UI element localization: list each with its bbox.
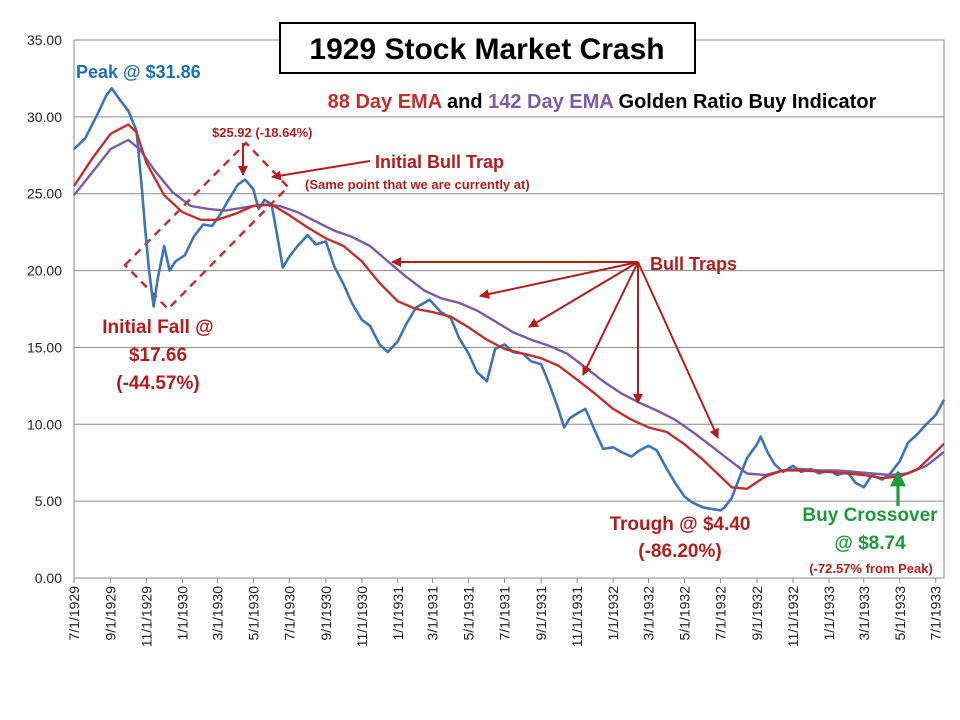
x-tick-label: 1/1/1932	[605, 586, 621, 641]
x-axis-ticks: 7/1/1929 9/1/1929 11/1/1929 1/1/1930 3/1/193…	[66, 578, 944, 647]
subtitle-ema88: 88 Day EMA	[328, 91, 442, 113]
annotation-initial-fall-value: $17.66	[129, 345, 187, 366]
x-tick-label: 7/1/1933	[928, 586, 944, 641]
x-tick-label: 1/1/1933	[821, 586, 837, 641]
annotation-initial-bull-trap: Initial Bull Trap	[375, 152, 504, 172]
subtitle-and: and	[441, 91, 488, 113]
series-line-ema142	[73, 138, 945, 477]
title-box	[279, 22, 696, 74]
subtitle-rest: Golden Ratio Buy Indicator	[613, 91, 877, 113]
annotation-shapes	[123, 141, 290, 311]
annotation-trough: Trough @ $4.40	[609, 514, 750, 535]
x-tick-label: 3/1/1932	[640, 586, 656, 641]
arrow-initial-bull-trap	[271, 160, 371, 181]
arrow-bull-trap-2	[479, 261, 639, 299]
y-tick-label: 30.00	[27, 109, 62, 125]
plot-area	[73, 39, 945, 579]
annotation-bull-trap-value: $25.92 (-18.64%)	[212, 125, 312, 140]
annotation-buy-pct: (-72.57% from Peak)	[809, 561, 933, 576]
subtitle-ema142: 142 Day EMA	[488, 91, 613, 113]
x-tick-label: 7/1/1931	[497, 586, 513, 641]
annotation-buy-value: @ $8.74	[834, 533, 906, 554]
bull-trap-box	[123, 141, 290, 311]
annotation-same-point: (Same point that we are currently at)	[305, 177, 530, 192]
y-axis-ticks: 0.00 5.00 10.00 15.00 20.00 25.00 30.00 35.00	[27, 32, 62, 586]
x-tick-label: 5/1/1932	[676, 586, 692, 641]
x-tick-label: 5/1/1933	[892, 586, 908, 641]
x-tick-label: 9/1/1929	[103, 586, 119, 641]
arrow-bull-trap-6	[637, 261, 719, 439]
x-tick-label: 9/1/1932	[749, 586, 765, 641]
x-tick-label: 5/1/1931	[461, 586, 477, 641]
arrow-bull-trap-3	[528, 261, 639, 328]
x-tick-label: 9/1/1931	[533, 586, 549, 641]
x-tick-label: 3/1/1931	[425, 586, 441, 641]
y-tick-label: 35.00	[27, 32, 62, 48]
x-tick-label: 11/1/1931	[569, 586, 585, 647]
y-tick-label: 20.00	[27, 263, 62, 279]
x-tick-label: 7/1/1930	[281, 586, 297, 641]
chart-subtitle: 88 Day EMA and 142 Day EMA Golden Ratio …	[328, 91, 877, 113]
y-tick-label: 15.00	[27, 339, 62, 355]
x-tick-label: 7/1/1932	[712, 586, 728, 641]
x-tick-label: 9/1/1930	[318, 586, 334, 641]
annotation-peak: Peak @ $31.86	[76, 62, 201, 82]
x-tick-label: 1/1/1931	[390, 586, 406, 641]
x-tick-label: 7/1/1929	[66, 586, 82, 641]
x-tick-label: 5/1/1930	[245, 586, 261, 641]
x-tick-label: 11/1/1932	[785, 586, 801, 647]
series-lines	[72, 87, 946, 512]
annotation-initial-fall: Initial Fall @	[102, 317, 213, 338]
x-tick-label: 11/1/1929	[139, 586, 155, 647]
y-tick-label: 5.00	[35, 493, 62, 509]
y-tick-label: 25.00	[27, 186, 62, 202]
chart-title: 1929 Stock Market Crash	[309, 33, 664, 66]
annotation-trough-pct: (-86.20%)	[638, 541, 721, 562]
annotation-initial-fall-pct: (-44.57%)	[116, 373, 199, 394]
series-line-ema88	[72, 123, 945, 490]
annotation-buy-crossover: Buy Crossover	[802, 505, 938, 526]
arrow-bull-trap-4	[582, 261, 639, 376]
x-tick-label: 11/1/1930	[354, 586, 370, 647]
annotation-arrows	[238, 143, 906, 506]
x-tick-label: 3/1/1930	[209, 586, 225, 641]
x-tick-label: 1/1/1930	[175, 586, 191, 641]
x-tick-label: 3/1/1933	[856, 586, 872, 641]
y-tick-label: 0.00	[35, 570, 62, 586]
y-tick-label: 10.00	[27, 416, 62, 432]
annotation-bull-traps: Bull Traps	[650, 254, 737, 274]
